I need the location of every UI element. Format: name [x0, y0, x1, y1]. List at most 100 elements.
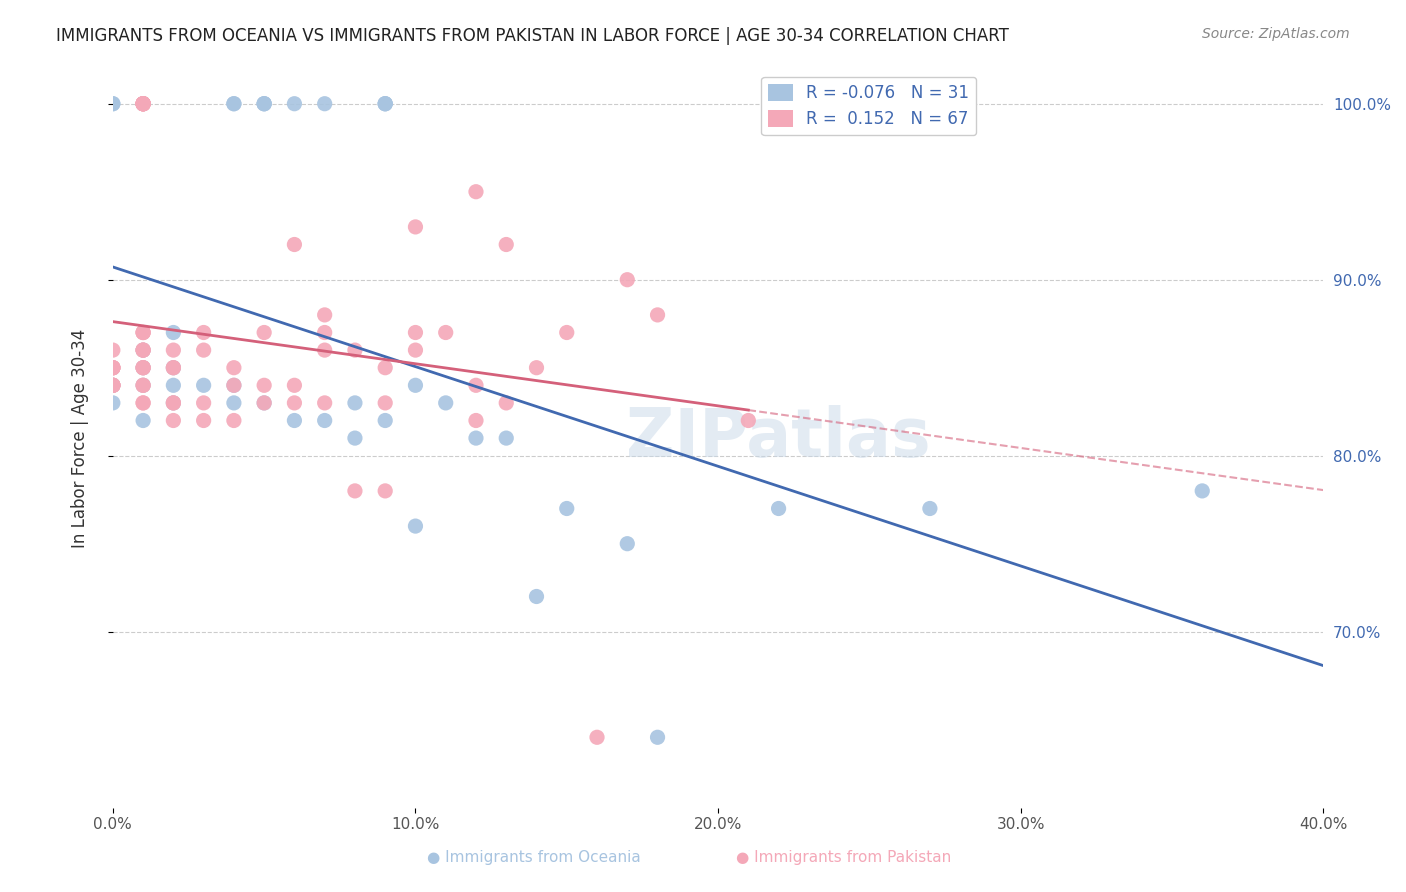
Y-axis label: In Labor Force | Age 30-34: In Labor Force | Age 30-34	[72, 328, 89, 548]
Point	[465, 378, 488, 392]
Point	[647, 308, 669, 322]
Point	[343, 483, 366, 498]
Point	[222, 413, 245, 427]
Point	[1191, 483, 1213, 498]
Point	[222, 96, 245, 111]
Point	[101, 396, 124, 410]
Point	[132, 96, 155, 111]
Point	[162, 396, 184, 410]
Point	[101, 378, 124, 392]
Point	[132, 343, 155, 357]
Point	[162, 343, 184, 357]
Point	[253, 378, 276, 392]
Point	[132, 378, 155, 392]
Point	[193, 413, 215, 427]
Point	[193, 343, 215, 357]
Point	[162, 413, 184, 427]
Point	[222, 378, 245, 392]
Point	[374, 96, 396, 111]
Point	[374, 360, 396, 375]
Point	[283, 378, 305, 392]
Point	[253, 96, 276, 111]
Point	[222, 396, 245, 410]
Point	[193, 396, 215, 410]
Point	[132, 96, 155, 111]
Point	[132, 96, 155, 111]
Point	[162, 396, 184, 410]
Point	[132, 396, 155, 410]
Point	[283, 413, 305, 427]
Point	[101, 360, 124, 375]
Point	[132, 360, 155, 375]
Point	[253, 96, 276, 111]
Point	[737, 413, 759, 427]
Point	[222, 360, 245, 375]
Point	[314, 343, 336, 357]
Point	[374, 413, 396, 427]
Point	[343, 431, 366, 445]
Point	[526, 360, 548, 375]
Point	[162, 360, 184, 375]
Point	[101, 360, 124, 375]
Point	[132, 413, 155, 427]
Text: IMMIGRANTS FROM OCEANIA VS IMMIGRANTS FROM PAKISTAN IN LABOR FORCE | AGE 30-34 C: IMMIGRANTS FROM OCEANIA VS IMMIGRANTS FR…	[56, 27, 1010, 45]
Point	[222, 96, 245, 111]
Point	[495, 431, 517, 445]
Text: ● Immigrants from Pakistan: ● Immigrants from Pakistan	[735, 850, 952, 865]
Point	[132, 360, 155, 375]
Point	[283, 396, 305, 410]
Point	[162, 326, 184, 340]
Point	[314, 413, 336, 427]
Point	[434, 326, 457, 340]
Point	[586, 731, 609, 745]
Point	[132, 343, 155, 357]
Point	[132, 343, 155, 357]
Point	[101, 343, 124, 357]
Point	[465, 413, 488, 427]
Point	[101, 378, 124, 392]
Point	[162, 378, 184, 392]
Point	[343, 343, 366, 357]
Point	[101, 96, 124, 111]
Point	[162, 360, 184, 375]
Point	[132, 326, 155, 340]
Point	[495, 237, 517, 252]
Point	[132, 96, 155, 111]
Point	[404, 378, 426, 392]
Point	[253, 96, 276, 111]
Point	[253, 326, 276, 340]
Point	[314, 326, 336, 340]
Point	[404, 343, 426, 357]
Point	[132, 360, 155, 375]
Point	[616, 537, 638, 551]
Point	[918, 501, 941, 516]
Point	[374, 396, 396, 410]
Point	[404, 326, 426, 340]
Point	[555, 501, 578, 516]
Point	[132, 360, 155, 375]
Point	[374, 483, 396, 498]
Point	[283, 96, 305, 111]
Point	[343, 396, 366, 410]
Point	[526, 590, 548, 604]
Point	[101, 360, 124, 375]
Point	[253, 396, 276, 410]
Point	[101, 360, 124, 375]
Point	[101, 360, 124, 375]
Point	[616, 273, 638, 287]
Point	[101, 378, 124, 392]
Point	[193, 378, 215, 392]
Point	[132, 326, 155, 340]
Point	[101, 96, 124, 111]
Point	[434, 396, 457, 410]
Point	[132, 378, 155, 392]
Text: ZIPatlas: ZIPatlas	[626, 405, 931, 471]
Point	[253, 396, 276, 410]
Point	[132, 396, 155, 410]
Point	[193, 326, 215, 340]
Point	[314, 96, 336, 111]
Point	[132, 96, 155, 111]
Text: ● Immigrants from Oceania: ● Immigrants from Oceania	[427, 850, 641, 865]
Point	[101, 378, 124, 392]
Point	[162, 396, 184, 410]
